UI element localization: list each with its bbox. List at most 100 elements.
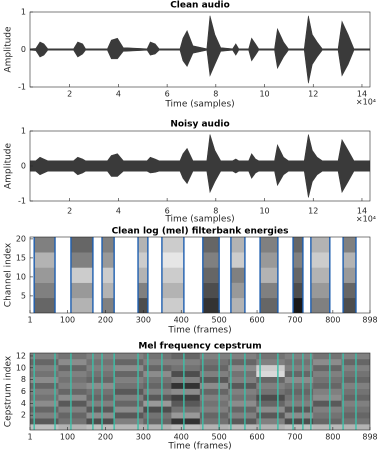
heatmap-cell: [199, 358, 229, 366]
heatmap-cell: [58, 400, 87, 407]
heatmap-cell: [34, 282, 56, 299]
heatmap-cell: [183, 297, 204, 313]
heatmap-cell: [92, 237, 103, 253]
heatmap-cell: [102, 237, 115, 253]
heatmap-cell: [55, 252, 72, 268]
heatmap-cell: [114, 412, 144, 419]
heatmap-cell: [230, 252, 246, 268]
heatmap-cell: [228, 358, 257, 366]
heatmap-cell: [30, 376, 59, 383]
heatmap-cell: [55, 237, 72, 253]
heatmap-cell: [260, 282, 279, 299]
heatmap-cell: [284, 418, 314, 425]
heatmap-cell: [199, 388, 229, 395]
x-tick-label: 10: [259, 90, 269, 99]
heatmap-cell: [70, 267, 94, 283]
heatmap-cell: [58, 353, 87, 360]
heatmap-cell: [260, 267, 279, 283]
x-tick-label: 8: [213, 90, 218, 99]
waveform-area: [30, 49, 370, 84]
x-tick-label: 8: [213, 207, 218, 216]
x-tick-label: 800: [325, 433, 340, 442]
heatmap-cell: [114, 358, 144, 366]
heatmap-cell: [293, 282, 304, 299]
heatmap-cell: [302, 282, 312, 299]
heatmap-cell: [30, 418, 59, 425]
heatmap-cell: [58, 418, 87, 425]
chart-title: Clean audio: [170, 1, 230, 11]
heatmap-cell: [277, 282, 294, 299]
heatmap-cell: [114, 376, 144, 383]
heatmap-cell: [244, 267, 261, 283]
heatmap-cell: [171, 388, 201, 395]
heatmap-cell: [171, 364, 201, 372]
heatmap-cell: [58, 388, 87, 395]
heatmap-cell: [313, 358, 342, 366]
heatmap-cell: [147, 267, 163, 283]
heatmap-cell: [171, 376, 201, 383]
heatmap-cell: [228, 394, 257, 401]
y-axis-label: Amplitude: [4, 26, 14, 73]
heatmap-cell: [86, 353, 116, 360]
heatmap-cell: [143, 406, 172, 413]
heatmap-cell: [86, 412, 116, 419]
heatmap-cell: [30, 406, 59, 413]
heatmap-cell: [313, 406, 342, 413]
heatmap-cell: [58, 394, 87, 401]
x-tick-label: 200: [98, 316, 113, 325]
x-tick-label: 500: [212, 316, 227, 325]
heatmap-cell: [199, 353, 229, 360]
y-tick-label: 6: [21, 387, 26, 396]
heatmap-cell: [86, 364, 116, 372]
heatmap-cell: [310, 297, 331, 313]
heatmap-cell: [228, 400, 257, 407]
heatmap-cell: [284, 400, 314, 407]
heatmap-cell: [143, 424, 172, 430]
waveform-area: [30, 165, 370, 198]
heatmap-cell: [58, 412, 87, 419]
heatmap-cell: [58, 382, 87, 389]
heatmap-cell: [219, 252, 232, 268]
heatmap-cell: [183, 237, 204, 253]
heatmap-cell: [30, 400, 59, 407]
heatmap-cell: [199, 418, 229, 425]
x-axis-label: Time (samples): [164, 100, 234, 110]
heatmap-cell: [114, 424, 144, 430]
heatmap-cell: [143, 388, 172, 395]
heatmap-cell: [114, 252, 139, 268]
heatmap-cell: [230, 297, 246, 313]
heatmap-cell: [86, 418, 116, 425]
heatmap-cell: [114, 353, 144, 360]
heatmap-cell: [55, 297, 72, 313]
heatmap-cell: [256, 400, 286, 407]
heatmap-cell: [114, 382, 144, 389]
heatmap-cell: [256, 412, 286, 419]
heatmap-cell: [171, 406, 201, 413]
heatmap-cell: [313, 388, 342, 395]
heatmap-cell: [202, 267, 220, 283]
heatmap-cell: [86, 424, 116, 430]
heatmap-cell: [147, 252, 163, 268]
y-tick-label: 12: [16, 351, 26, 360]
heatmap-cell: [114, 364, 144, 372]
x-tick-label: 12: [308, 207, 318, 216]
heatmap-cell: [114, 370, 144, 377]
heatmap-cell: [143, 376, 172, 383]
heatmap-cell: [102, 267, 115, 283]
x-tick-label: 600: [249, 433, 264, 442]
heatmap-cell: [171, 412, 201, 419]
heatmap-cell: [143, 358, 172, 366]
heatmap-cell: [30, 353, 59, 360]
heatmap-cell: [143, 400, 172, 407]
heatmap-cell: [256, 376, 286, 383]
x-multiplier: ×10⁴: [356, 98, 376, 107]
heatmap-cell: [256, 394, 286, 401]
heatmap-cell: [86, 376, 116, 383]
x-tick-label: 400: [174, 316, 189, 325]
heatmap-cell: [183, 267, 204, 283]
x-tick-label: 14: [357, 90, 367, 99]
heatmap-cell: [30, 424, 59, 430]
x-tick-label: 2: [67, 207, 72, 216]
heatmap-cell: [102, 297, 115, 313]
